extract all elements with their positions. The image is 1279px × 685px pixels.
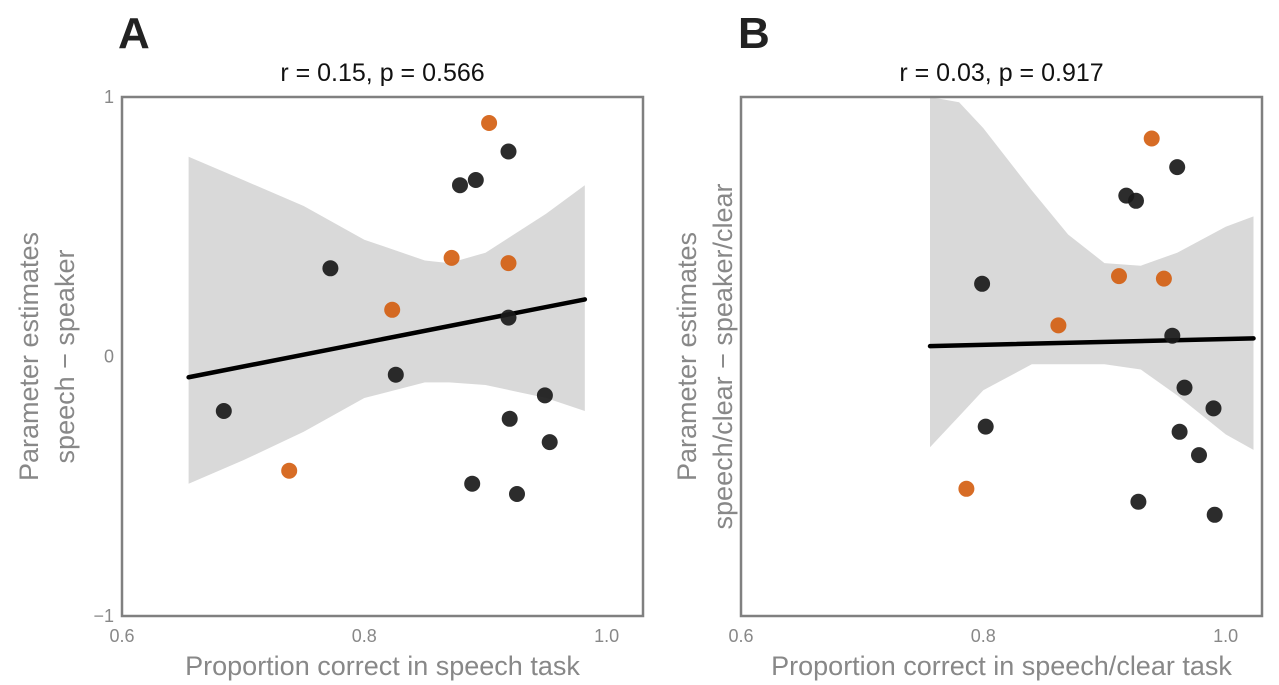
data-point (501, 410, 518, 427)
data-point (1171, 423, 1188, 440)
confidence-band (188, 156, 585, 484)
chart-title: r = 0.03, p = 0.917 (899, 59, 1103, 87)
data-point (1050, 317, 1067, 334)
data-point (215, 403, 232, 419)
x-tick-label: 1.0 (1213, 626, 1238, 646)
data-point (1169, 159, 1186, 176)
y-axis-label: speech/clear − speaker/clear (708, 184, 738, 530)
panel-label: A (118, 9, 150, 58)
x-axis-label: Proportion correct in speech/clear task (771, 651, 1232, 681)
data-point (1130, 493, 1147, 510)
x-tick-label: 0.6 (728, 626, 753, 646)
y-tick-label: 0 (104, 347, 114, 367)
x-axis-label: Proportion correct in speech task (185, 651, 580, 681)
regression-line (927, 336, 1256, 349)
data-point (443, 249, 460, 266)
data-point (1206, 506, 1223, 523)
data-point (1111, 268, 1127, 285)
data-point (500, 309, 517, 326)
data-point (322, 260, 339, 277)
x-tick-label: 0.8 (971, 626, 996, 646)
data-point (1176, 379, 1193, 396)
data-point (464, 475, 481, 492)
data-point (384, 301, 401, 318)
panel-a: Ar = 0.15, p = 0.566 0.6 0.8 1.0 −1 0 1 Proport… (14, 9, 645, 681)
data-point (1205, 400, 1222, 417)
y-axis-label: speech − speaker (50, 250, 80, 464)
data-point (481, 115, 498, 131)
data-point (974, 275, 991, 292)
plot-frame (120, 95, 645, 618)
data-point (467, 172, 484, 188)
data-point (1143, 130, 1160, 147)
x-tick-label: 1.0 (594, 626, 619, 646)
data-point (509, 486, 525, 502)
data-point (1191, 447, 1207, 464)
y-tick-label: −1 (93, 606, 114, 626)
x-tick-label: 0.8 (352, 626, 377, 646)
regression-line (186, 297, 588, 380)
y-axis-label: Parameter estimates (672, 232, 702, 481)
chart-title: r = 0.15, p = 0.566 (280, 59, 484, 87)
data-point (1164, 327, 1181, 344)
plot-frame (739, 95, 1264, 618)
data-point (1155, 270, 1172, 287)
data-point (387, 366, 404, 383)
y-tick-label: 1 (104, 87, 114, 107)
data-point (977, 418, 994, 435)
data-point (500, 143, 517, 160)
data-point (500, 255, 517, 272)
data-point (452, 177, 468, 194)
data-point (958, 480, 975, 497)
data-point (1128, 192, 1144, 209)
data-point (536, 387, 553, 404)
confidence-band (930, 97, 1254, 450)
panel-b: Br = 0.03, p = 0.917 0.6 0.8 1.0 Proportion … (672, 9, 1264, 681)
data-point (281, 462, 298, 479)
panel-label: B (738, 9, 770, 58)
y-axis-label: Parameter estimates (14, 232, 44, 481)
x-tick-label: 0.6 (109, 626, 134, 646)
data-point (541, 434, 558, 451)
